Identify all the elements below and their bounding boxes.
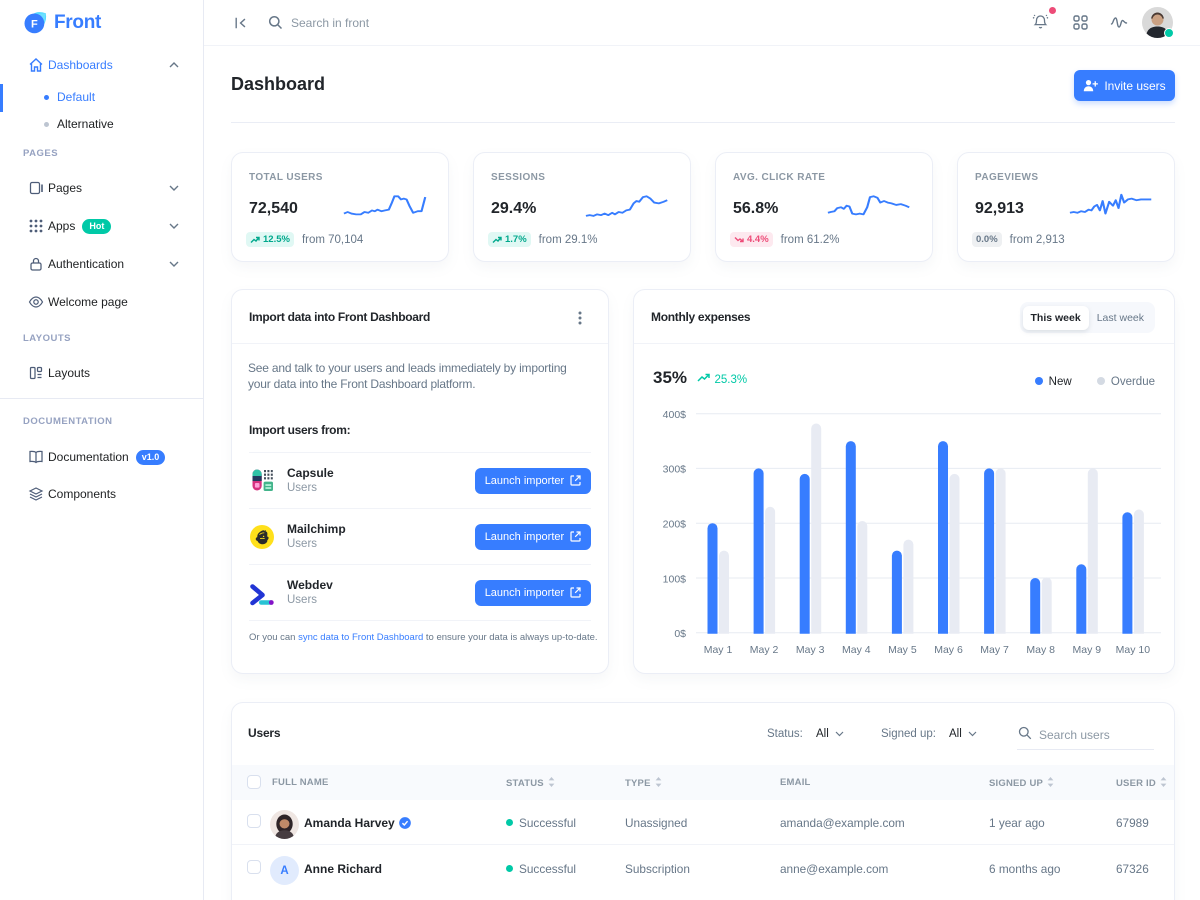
svg-text:May 1: May 1 — [704, 644, 733, 656]
svg-text:200$: 200$ — [663, 519, 687, 531]
svg-text:100$: 100$ — [663, 573, 687, 585]
svg-text:May 8: May 8 — [1026, 644, 1055, 656]
svg-text:May 10: May 10 — [1116, 644, 1151, 656]
svg-text:300$: 300$ — [663, 464, 687, 476]
svg-text:400$: 400$ — [663, 409, 687, 421]
svg-text:May 5: May 5 — [888, 644, 917, 656]
svg-text:May 7: May 7 — [980, 644, 1009, 656]
svg-text:F: F — [31, 19, 38, 31]
svg-text:May 3: May 3 — [796, 644, 825, 656]
svg-text:May 9: May 9 — [1073, 644, 1102, 656]
svg-text:May 6: May 6 — [934, 644, 963, 656]
svg-text:May 4: May 4 — [842, 644, 871, 656]
svg-text:May 2: May 2 — [750, 644, 779, 656]
svg-text:0$: 0$ — [674, 628, 686, 640]
